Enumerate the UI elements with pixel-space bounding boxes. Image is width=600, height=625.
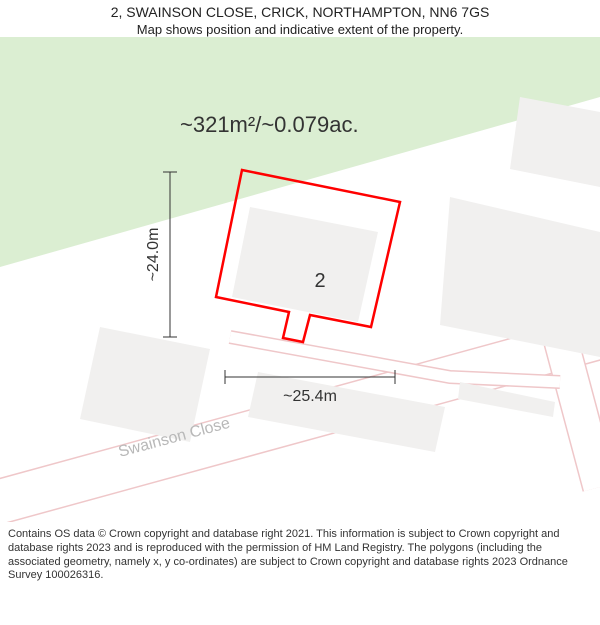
- map-container: ~24.0m~25.4m~321m²/~0.079ac.2Swainson Cl…: [0, 37, 600, 522]
- subtitle-line: Map shows position and indicative extent…: [10, 22, 590, 37]
- map-svg: ~24.0m~25.4m~321m²/~0.079ac.2Swainson Cl…: [0, 37, 600, 522]
- vertical-dimension-label: ~24.0m: [145, 228, 162, 282]
- area-label: ~321m²/~0.079ac.: [180, 112, 359, 137]
- horizontal-dimension-label: ~25.4m: [283, 388, 337, 405]
- address-line: 2, SWAINSON CLOSE, CRICK, NORTHAMPTON, N…: [10, 4, 590, 20]
- header: 2, SWAINSON CLOSE, CRICK, NORTHAMPTON, N…: [0, 0, 600, 37]
- plot-number-label: 2: [314, 270, 325, 292]
- copyright-disclaimer: Contains OS data © Crown copyright and d…: [0, 522, 600, 583]
